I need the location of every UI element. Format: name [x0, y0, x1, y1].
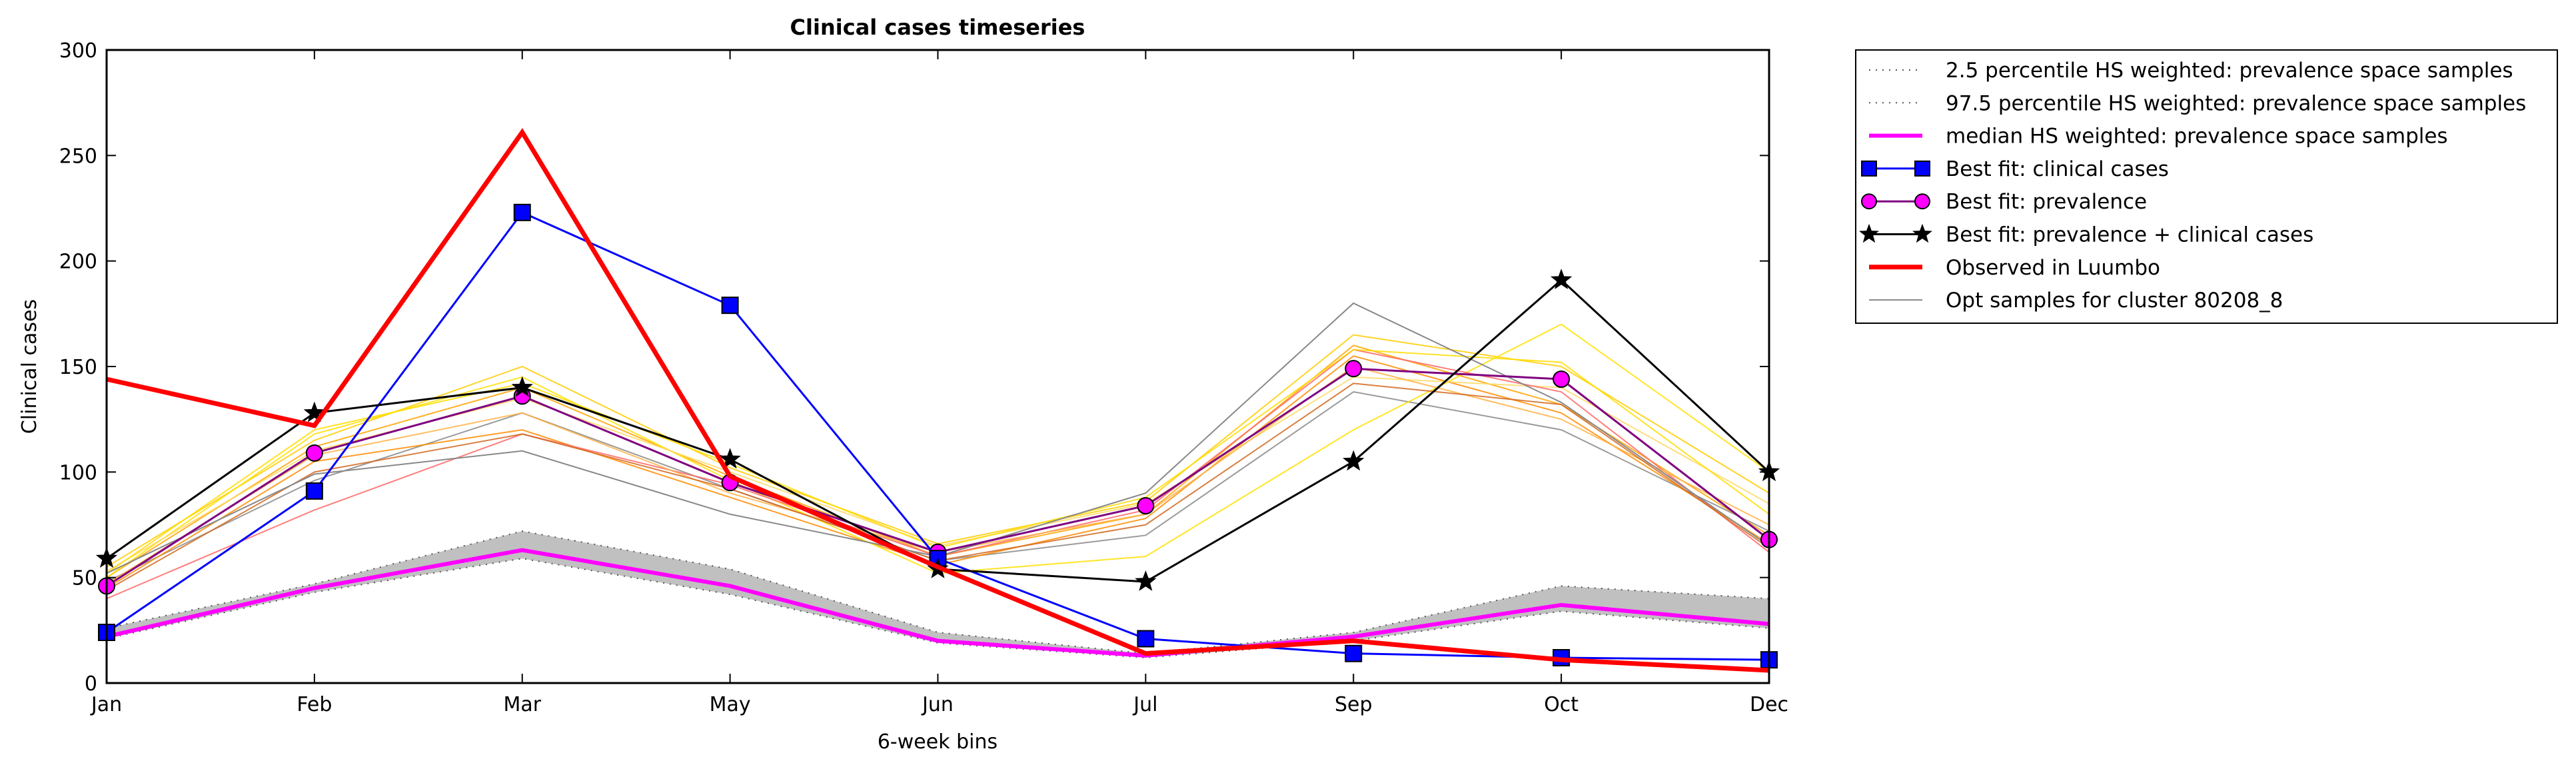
- x-tick-label: Feb: [297, 693, 332, 716]
- legend-label-3: Best fit: clinical cases: [1946, 157, 2169, 181]
- legend-label-0: 2.5 percentile HS weighted: prevalence s…: [1946, 59, 2513, 83]
- y-tick-label: 50: [72, 567, 97, 590]
- legend-label-7: Opt samples for cluster 80208_8: [1946, 289, 2283, 313]
- sample-line-4: [106, 323, 1770, 578]
- series-point-best-fit-clinical: [721, 297, 739, 315]
- x-tick-label: Sep: [1335, 693, 1373, 716]
- legend: 2.5 percentile HS weighted: prevalence s…: [1855, 49, 2558, 324]
- series-point-best-fit-clinical: [305, 482, 323, 500]
- legend-label-1: 97.5 percentile HS weighted: prevalence …: [1946, 91, 2526, 115]
- x-axis-label: 6-week bins: [878, 730, 997, 754]
- legend-marker-5: [1859, 223, 1879, 243]
- legend-marker-4: [1914, 193, 1930, 210]
- y-tick-label: 250: [59, 145, 97, 168]
- legend-marker-5: [1912, 223, 1932, 243]
- x-tick-label: Jul: [1132, 693, 1157, 716]
- series-point-best-fit-prev-clinical: [719, 448, 741, 469]
- legend-marker-3: [1861, 160, 1877, 177]
- series-point-best-fit-prev-clinical: [303, 401, 326, 422]
- series-point-best-fit-prev-clinical: [1135, 570, 1157, 591]
- legend-marker-4: [1861, 193, 1877, 210]
- percentile-band: [107, 531, 1769, 658]
- series-point-best-fit-clinical: [1345, 644, 1363, 662]
- chart-title: Clinical cases timeseries: [790, 15, 1085, 40]
- legend-label-5: Best fit: prevalence + clinical cases: [1946, 223, 2313, 247]
- axes: 0 50 100 150 200 250 300 Jan Feb Mar May Jun Jul Sep O…: [59, 39, 1788, 716]
- series-line-best-fit-clinical: [106, 211, 1770, 661]
- series-point-best-fit-prevalence: [305, 444, 323, 462]
- series-point-best-fit-prevalence: [1553, 371, 1571, 388]
- y-tick-label: 0: [85, 672, 97, 696]
- x-tick-label: Mar: [503, 693, 541, 716]
- series-point-best-fit-prev-clinical: [511, 376, 533, 397]
- legend-box: [1855, 49, 2558, 324]
- x-tick-label: Jan: [90, 693, 122, 716]
- y-tick-label: 200: [59, 251, 97, 274]
- series-point-best-fit-clinical: [513, 203, 531, 221]
- sample-line-1: [106, 345, 1770, 578]
- plot-area: [95, 128, 1780, 673]
- x-tick-label: Jun: [921, 693, 954, 716]
- series-point-best-fit-prev-clinical: [1550, 269, 1573, 289]
- series-line-best-fit-prev-clinical: [106, 279, 1770, 583]
- y-axis-label: Clinical cases: [18, 299, 41, 434]
- series-line-observed: [106, 128, 1770, 673]
- legend-marker-3: [1914, 160, 1930, 177]
- series-point-best-fit-prevalence: [1137, 497, 1155, 514]
- y-tick-label: 100: [59, 461, 97, 484]
- x-tick-label: Oct: [1544, 693, 1579, 716]
- series-point-best-fit-prevalence: [1345, 360, 1363, 378]
- legend-label-6: Observed in Luumbo: [1946, 256, 2160, 280]
- x-tick-label: Dec: [1750, 693, 1788, 716]
- y-tick-label: 150: [59, 356, 97, 379]
- series-line-median: [106, 548, 1770, 658]
- series-line-opt-samples: [106, 302, 1770, 574]
- legend-label-2: median HS weighted: prevalence space sam…: [1946, 125, 2448, 149]
- sample-line-5: [106, 376, 1770, 572]
- series-point-best-fit-clinical: [1137, 630, 1155, 648]
- x-tick-label: May: [710, 693, 751, 716]
- legend-label-4: Best fit: prevalence: [1946, 190, 2147, 214]
- series-point-best-fit-prev-clinical: [1343, 450, 1365, 471]
- y-tick-label: 300: [59, 39, 97, 63]
